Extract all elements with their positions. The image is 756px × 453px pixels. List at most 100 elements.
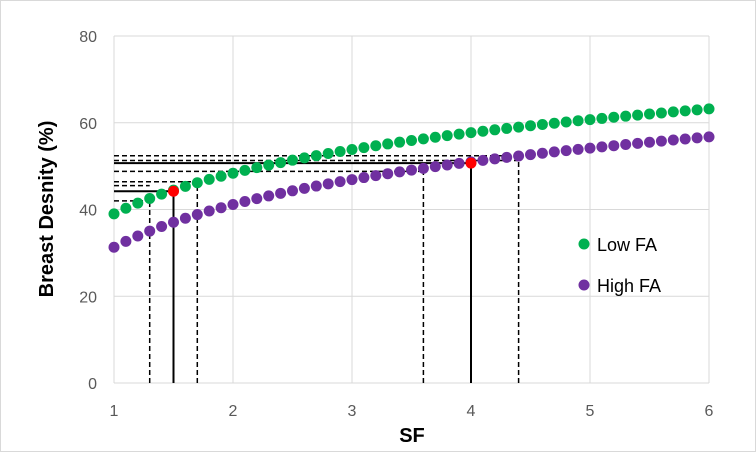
data-point — [489, 153, 501, 165]
data-point — [203, 173, 215, 185]
data-point — [382, 168, 394, 180]
data-point — [644, 108, 655, 120]
data-point — [644, 136, 655, 148]
data-point — [525, 149, 536, 161]
x-tick-label: 6 — [705, 403, 714, 420]
data-point — [584, 142, 596, 154]
highlight-point — [465, 157, 477, 169]
y-tick-label: 20 — [79, 289, 97, 306]
data-point — [144, 225, 156, 237]
data-point — [120, 235, 132, 247]
data-point — [429, 131, 441, 143]
data-point — [620, 110, 632, 122]
data-point — [108, 241, 120, 253]
x-tick-label: 2 — [229, 403, 238, 420]
data-point — [322, 178, 334, 190]
legend-label-low-fa: Low FA — [597, 235, 657, 255]
data-point — [417, 133, 429, 145]
data-point — [227, 199, 239, 211]
data-point — [191, 177, 203, 189]
data-point — [536, 118, 548, 130]
data-point — [501, 151, 513, 163]
x-tick-label: 1 — [110, 403, 119, 420]
x-tick-label: 3 — [348, 403, 357, 420]
data-point — [596, 112, 608, 124]
data-point — [156, 188, 168, 200]
data-point — [132, 197, 144, 209]
data-point — [287, 154, 298, 166]
data-point — [203, 205, 215, 217]
data-point — [655, 135, 667, 147]
data-point — [251, 162, 263, 174]
data-point — [346, 174, 358, 186]
data-point — [370, 140, 382, 152]
data-point — [465, 127, 477, 139]
data-point — [691, 104, 703, 116]
data-point — [322, 148, 334, 160]
y-tick-label: 40 — [79, 203, 97, 220]
y-axis-title: Breast Desnity (%) — [36, 121, 58, 298]
y-tick-label: 80 — [79, 29, 97, 46]
data-point — [215, 202, 227, 214]
data-point — [406, 134, 417, 146]
x-axis-title: SF — [399, 425, 425, 447]
data-point — [108, 208, 120, 220]
data-point — [263, 190, 275, 202]
data-point — [596, 141, 608, 153]
data-point — [548, 117, 560, 129]
data-point — [179, 180, 191, 192]
data-point — [263, 159, 275, 171]
data-point — [358, 172, 370, 184]
data-point — [310, 150, 322, 162]
data-point — [310, 180, 322, 192]
data-point — [429, 161, 441, 173]
data-point — [441, 159, 453, 171]
data-point — [477, 154, 489, 166]
data-point — [620, 139, 632, 151]
data-point — [382, 138, 394, 150]
data-point — [489, 124, 501, 136]
data-point — [548, 146, 560, 158]
data-point — [251, 193, 263, 205]
y-tick-label: 60 — [79, 116, 97, 133]
legend-marker-high-fa — [578, 279, 590, 291]
data-point — [679, 133, 691, 145]
data-point — [703, 131, 715, 143]
data-point — [191, 209, 203, 221]
data-point — [417, 162, 429, 174]
data-point — [536, 147, 548, 159]
data-point — [513, 121, 525, 133]
data-point — [501, 122, 513, 134]
data-point — [632, 137, 644, 149]
data-point — [179, 212, 191, 224]
data-point — [168, 216, 179, 228]
highlight-point — [168, 185, 179, 197]
data-point — [394, 136, 406, 148]
y-tick-label: 0 — [88, 376, 97, 393]
data-point — [334, 176, 346, 188]
data-point — [227, 167, 239, 179]
data-point — [346, 144, 358, 156]
data-point — [655, 107, 667, 119]
data-point — [275, 157, 287, 169]
data-point — [334, 145, 346, 157]
data-point — [584, 114, 596, 126]
data-point — [667, 106, 679, 118]
data-point — [287, 185, 298, 197]
data-point — [560, 145, 572, 157]
legend-marker-low-fa — [578, 238, 590, 250]
data-point — [453, 128, 465, 140]
legend: Low FA High FA — [578, 235, 661, 296]
data-point — [239, 164, 251, 176]
legend-label-high-fa: High FA — [597, 276, 661, 296]
data-point — [703, 103, 715, 115]
data-point — [572, 115, 584, 127]
data-point — [632, 109, 644, 121]
data-point — [441, 130, 453, 142]
data-point — [298, 152, 310, 164]
data-point — [477, 125, 489, 137]
data-point — [406, 164, 417, 176]
data-series — [108, 103, 715, 253]
